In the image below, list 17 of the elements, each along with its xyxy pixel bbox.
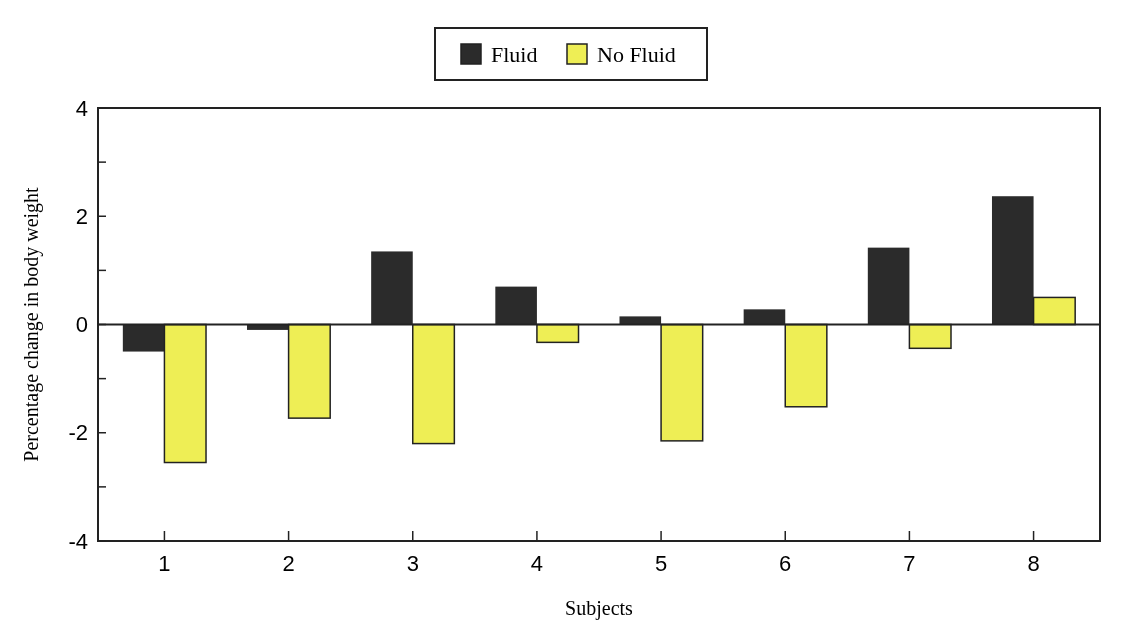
x-tick-label: 2: [282, 551, 295, 576]
y-tick-label: -2: [68, 420, 88, 446]
y-tick-label: -4: [68, 528, 88, 554]
y-tick-label: 2: [75, 203, 88, 229]
legend-label: No Fluid: [597, 41, 676, 67]
x-tick-label: 3: [406, 551, 419, 576]
x-tick-label: 6: [779, 551, 792, 576]
x-tick-label: 7: [903, 551, 916, 576]
x-tick-label: 4: [530, 551, 544, 576]
x-axis-title: Subjects: [565, 597, 634, 620]
y-tick-label: 4: [75, 95, 88, 121]
x-tick-label: 5: [654, 551, 668, 576]
x-tick-label: 8: [1027, 551, 1040, 576]
x-tick-label: 1: [158, 551, 171, 576]
y-tick-label: 0: [75, 312, 88, 338]
y-axis-title: Percentage change in body weight: [20, 186, 43, 462]
legend-label: Fluid: [491, 41, 538, 67]
